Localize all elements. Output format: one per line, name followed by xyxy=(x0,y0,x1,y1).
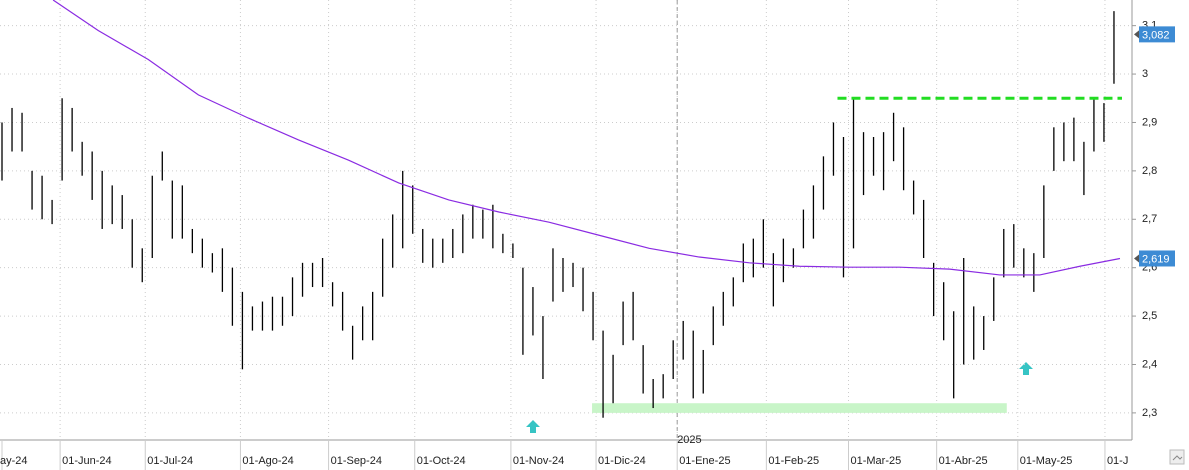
year-label: 2025 xyxy=(677,434,701,446)
price-label: 3,082 xyxy=(1142,29,1170,41)
x-tick-label: 01-Feb-25 xyxy=(768,455,819,467)
y-tick-label: 2,7 xyxy=(1142,213,1157,225)
zoom-button[interactable] xyxy=(1169,449,1185,465)
x-tick-label: 01-Sep-24 xyxy=(331,455,382,467)
x-tick-label: 01-Nov-24 xyxy=(513,455,564,467)
x-tick-label: 01-J xyxy=(1107,455,1128,467)
x-tick-label: 01-Oct-24 xyxy=(417,455,466,467)
x-tick-label: 01-Abr-25 xyxy=(939,455,988,467)
x-tick-label: 01-Ene-25 xyxy=(679,455,730,467)
up-arrow xyxy=(1019,362,1033,375)
y-tick-label: 2,9 xyxy=(1142,116,1157,128)
x-tick-label: ay-24 xyxy=(0,455,28,467)
y-tick-label: 2,4 xyxy=(1142,358,1157,370)
y-tick-label: 2,3 xyxy=(1142,407,1157,419)
y-tick-label: 3 xyxy=(1142,68,1148,80)
price-label-box xyxy=(1139,26,1175,43)
x-tick-label: 01-Ago-24 xyxy=(242,455,293,467)
x-tick-label: 01-Jul-24 xyxy=(147,455,193,467)
x-tick-label: 01-Dic-24 xyxy=(598,455,646,467)
price-label-box xyxy=(1139,250,1175,267)
price-pointer xyxy=(1134,254,1139,263)
zoom-icon xyxy=(1172,455,1183,461)
up-arrow xyxy=(526,420,540,433)
price-pointer xyxy=(1134,30,1139,39)
support-band xyxy=(592,403,1007,413)
y-tick-label: 2,8 xyxy=(1142,165,1157,177)
x-tick-label: 01-Jun-24 xyxy=(62,455,112,467)
y-tick-label: 2,5 xyxy=(1142,310,1157,322)
price-label: 2,619 xyxy=(1142,253,1170,265)
moving-average xyxy=(52,0,1121,276)
x-tick-label: 01-May-25 xyxy=(1020,455,1073,467)
x-tick-label: 01-Mar-25 xyxy=(850,455,901,467)
